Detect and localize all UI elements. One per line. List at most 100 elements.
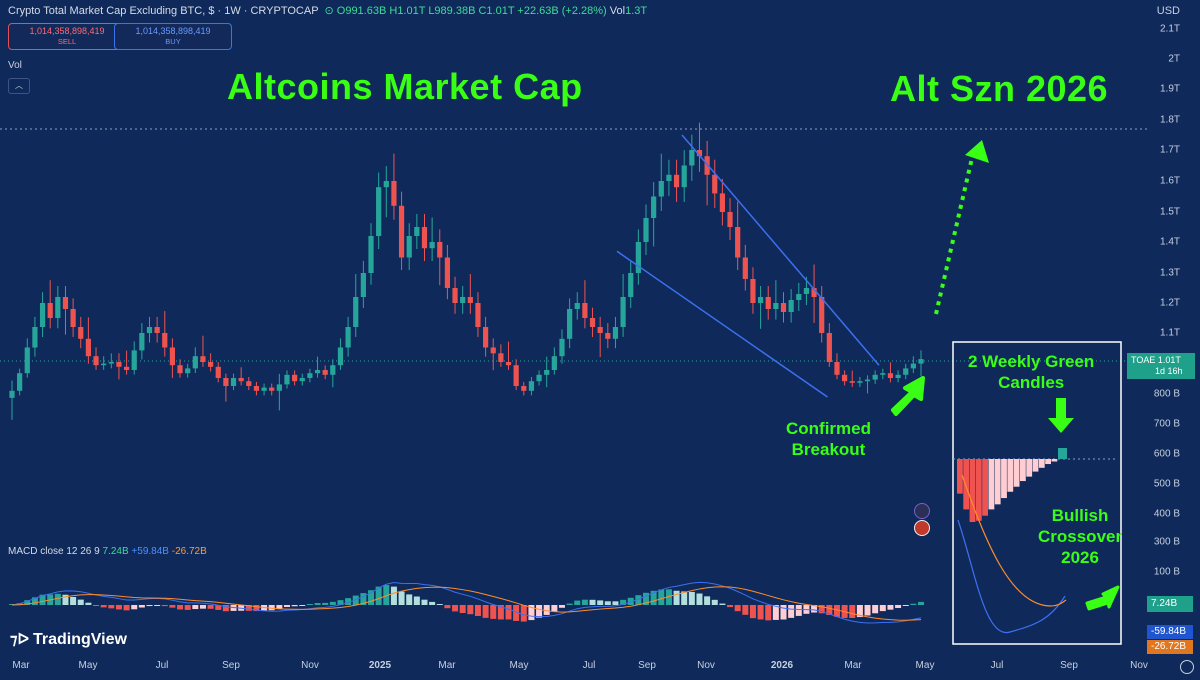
macd-histogram-bar	[345, 598, 352, 605]
up-candle	[360, 273, 366, 297]
macd-histogram-bar	[131, 605, 138, 610]
wedge-lower-trendline	[616, 250, 828, 398]
down-candle	[246, 381, 252, 386]
macd-histogram-bar	[543, 605, 550, 615]
macd-histogram-bar	[24, 600, 31, 605]
macd-histogram-bar	[497, 605, 504, 620]
macd-histogram-bar	[199, 605, 206, 609]
macd-histogram-bar	[727, 605, 734, 608]
down-candle	[452, 288, 458, 303]
macd-histogram-bar	[818, 605, 825, 614]
up-candle	[368, 236, 374, 273]
lightning-icon[interactable]	[914, 503, 930, 519]
macd-histogram-bar	[329, 601, 336, 605]
macd-histogram-bar	[207, 605, 214, 609]
macd-histogram-bar	[757, 605, 764, 620]
macd-histogram-bar	[291, 605, 298, 607]
inset-histogram-bar	[988, 459, 995, 510]
macd-histogram-bar	[864, 605, 871, 616]
macd-histogram-bar	[872, 605, 879, 614]
up-candle	[796, 294, 802, 300]
wedge-upper-trendline	[681, 134, 880, 366]
macd-histogram-bar	[306, 604, 313, 605]
macd-histogram-bar	[108, 605, 115, 609]
macd-histogram-bar	[154, 605, 161, 606]
down-candle	[673, 174, 680, 188]
time-tick-label: May	[78, 660, 98, 671]
projection-arrowhead	[965, 140, 989, 163]
macd-histogram-bar	[62, 594, 69, 605]
up-candle	[345, 327, 351, 348]
down-candle	[597, 327, 603, 333]
down-candle	[849, 381, 855, 383]
ohlc-open: O991.63B	[336, 5, 387, 17]
tradingview-logo[interactable]: ⁊ᐅ TradingView	[10, 630, 127, 649]
down-candle	[322, 370, 328, 375]
price-tick-label: 1.2T	[1159, 297, 1180, 309]
down-candle	[719, 193, 725, 212]
chevron-up-icon[interactable]: ︿	[8, 78, 30, 94]
chart-title-right: Alt Szn 2026	[890, 68, 1109, 109]
time-tick-label: May	[509, 660, 529, 671]
symbol-title[interactable]: Crypto Total Market Cap Excluding BTC, $…	[8, 5, 319, 17]
down-candle	[750, 279, 756, 303]
up-candle	[803, 288, 810, 294]
price-tick-label: 1.6T	[1159, 175, 1180, 187]
price-tick-label: 400 B	[1153, 508, 1180, 520]
macd-histogram-bar	[253, 605, 260, 612]
signal-line	[11, 586, 922, 621]
down-candle	[154, 327, 160, 333]
time-tick-label: Nov	[1130, 660, 1148, 671]
market-status-icon: ⊙	[324, 5, 334, 17]
up-candle	[864, 379, 871, 382]
hist-badge: -26.72B	[1147, 640, 1193, 654]
macd-legend[interactable]: MACD close 12 26 9 7.24B +59.84B -26.72B	[8, 546, 207, 557]
down-candle	[475, 303, 481, 327]
inset-histogram-bar	[1020, 459, 1026, 482]
macd-histogram-bar	[299, 605, 306, 606]
up-candle	[544, 370, 550, 375]
macd-histogram-bar	[505, 605, 512, 620]
macd-histogram-bar	[421, 599, 428, 605]
down-candle	[582, 303, 588, 318]
currency-label[interactable]: USD	[1156, 5, 1180, 17]
price-tick-label: 1.1T	[1159, 327, 1180, 339]
up-candle	[643, 218, 649, 242]
time-tick-label: May	[915, 660, 935, 671]
down-candle	[780, 303, 787, 312]
macd-histogram-bar	[643, 592, 650, 605]
symbol-short: TOAE	[1131, 355, 1156, 365]
up-candle	[689, 150, 695, 166]
macd-histogram-bar	[551, 605, 558, 612]
macd-histogram-bar	[39, 594, 46, 605]
inset-histogram-bar	[1032, 459, 1039, 472]
macd-histogram-bar	[161, 605, 168, 607]
sell-button[interactable]: 1,014,358,898,419 SELL	[8, 23, 126, 50]
macd-histogram-bar	[192, 605, 199, 610]
hist-value: -26.72B	[171, 546, 207, 557]
macd-histogram-bar	[513, 605, 520, 621]
up-candle	[551, 356, 557, 370]
up-candle	[567, 309, 573, 339]
down-candle	[253, 386, 260, 391]
up-candle	[857, 381, 863, 383]
zoom-icon[interactable]	[1180, 660, 1194, 674]
macd-histogram-bar	[780, 605, 787, 620]
flag-icon[interactable]	[914, 520, 930, 536]
up-candle	[666, 174, 672, 181]
down-candle	[712, 174, 718, 194]
up-candle	[284, 374, 290, 385]
down-candle	[123, 366, 130, 370]
crossover-annotation: Bullish Crossover 2026	[1038, 505, 1122, 568]
macd-histogram-bar	[138, 605, 145, 608]
price-tick-label: 1.7T	[1159, 144, 1180, 156]
macd-histogram-bar	[795, 605, 802, 616]
buy-button[interactable]: 1,014,358,898,419 BUY	[114, 23, 232, 50]
macd-histogram-bar	[765, 605, 772, 621]
macd-histogram-bar	[879, 605, 886, 612]
macd-histogram-bar	[627, 597, 634, 605]
macd-histogram-bar	[910, 603, 917, 605]
down-candle	[826, 333, 832, 362]
macd-histogram-bar	[222, 605, 229, 612]
